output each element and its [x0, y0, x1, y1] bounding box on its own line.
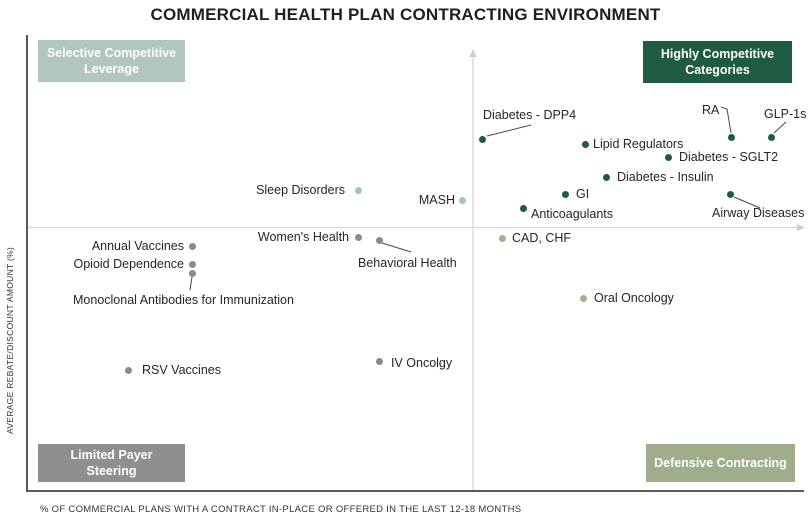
point-label-annual-vaccines: Annual Vaccines [91, 239, 184, 253]
point-label-lipid-regulators: Lipid Regulators [593, 137, 684, 151]
quadrant-label-highly-competitive-categories: Highly Competitive Categories [643, 41, 792, 83]
leader-line-diabetes-dpp4 [486, 124, 532, 137]
point-label-anticoagulants: Anticoagulants [531, 207, 614, 221]
point-label-behavioral-health: Behavioral Health [358, 256, 457, 270]
point-dot-women-s-health [354, 233, 362, 241]
point-dot-glp-1s [767, 133, 775, 141]
point-dot-gi [561, 190, 569, 198]
point-label-monoclonal-antibodies-for-immunization: Monoclonal Antibodies for Immunization [73, 293, 294, 307]
point-label-gi: GI [576, 187, 590, 201]
point-label-sleep-disorders: Sleep Disorders [256, 183, 345, 197]
point-label-ra: RA [702, 103, 720, 117]
point-label-opioid-dependence: Opioid Dependence [73, 257, 185, 271]
point-dot-iv-oncolgy [375, 357, 383, 365]
chart-title: COMMERCIAL HEALTH PLAN CONTRACTING ENVIR… [150, 5, 661, 24]
point-label-cad-chf: CAD, CHF [512, 231, 572, 245]
leader-line-glp-1s [773, 121, 787, 134]
y-axis-title: AVERAGE REBATE/DISCOUNT AMOUNT (%) [5, 246, 15, 434]
point-label-iv-oncolgy: IV Oncolgy [391, 356, 453, 370]
point-dot-opioid-dependence [188, 260, 196, 268]
point-dot-annual-vaccines [188, 242, 196, 250]
point-label-women-s-health: Women's Health [257, 230, 349, 244]
quadrant-label-limited-payer-steering: Limited Payer Steering [38, 444, 185, 482]
leader-line-ra [720, 106, 732, 134]
leader-line-behavioral-health [381, 242, 412, 253]
point-dot-anticoagulants [519, 204, 527, 212]
point-dot-rsv-vaccines [124, 366, 132, 374]
point-dot-cad-chf [498, 234, 506, 242]
point-dot-sleep-disorders [354, 186, 362, 194]
point-label-glp-1s: GLP-1s [764, 107, 807, 121]
point-label-oral-oncology: Oral Oncology [594, 291, 674, 305]
point-dot-oral-oncology [579, 294, 587, 302]
point-dot-lipid-regulators [581, 140, 589, 148]
quadrant-label-selective-competitive-leverage: Selective Competitive Leverage [38, 40, 185, 82]
point-dot-ra [727, 133, 735, 141]
y-axis-line [26, 35, 28, 492]
point-label-mash: MASH [418, 193, 455, 207]
point-label-diabetes-sglt2: Diabetes - SGLT2 [679, 150, 779, 164]
point-dot-behavioral-health [375, 236, 383, 244]
point-dot-diabetes-insulin [602, 173, 610, 181]
point-dot-monoclonal-antibodies-for-immunization [188, 269, 196, 277]
point-label-diabetes-dpp4: Diabetes - DPP4 [483, 108, 577, 122]
point-label-diabetes-insulin: Diabetes - Insulin [617, 170, 714, 184]
point-dot-mash [458, 196, 466, 204]
leader-line-monoclonal-antibodies-for-immunization [189, 276, 193, 291]
quadrant-label-defensive-contracting: Defensive Contracting [646, 444, 795, 482]
x-axis-title: % OF COMMERCIAL PLANS WITH A CONTRACT IN… [40, 504, 522, 515]
x-axis-line [26, 490, 804, 492]
point-label-airway-diseases: Airway Diseases [712, 206, 805, 220]
point-dot-airway-diseases [726, 190, 734, 198]
point-label-rsv-vaccines: RSV Vaccines [142, 363, 221, 377]
point-dot-diabetes-dpp4 [478, 135, 486, 143]
point-dot-diabetes-sglt2 [664, 153, 672, 161]
